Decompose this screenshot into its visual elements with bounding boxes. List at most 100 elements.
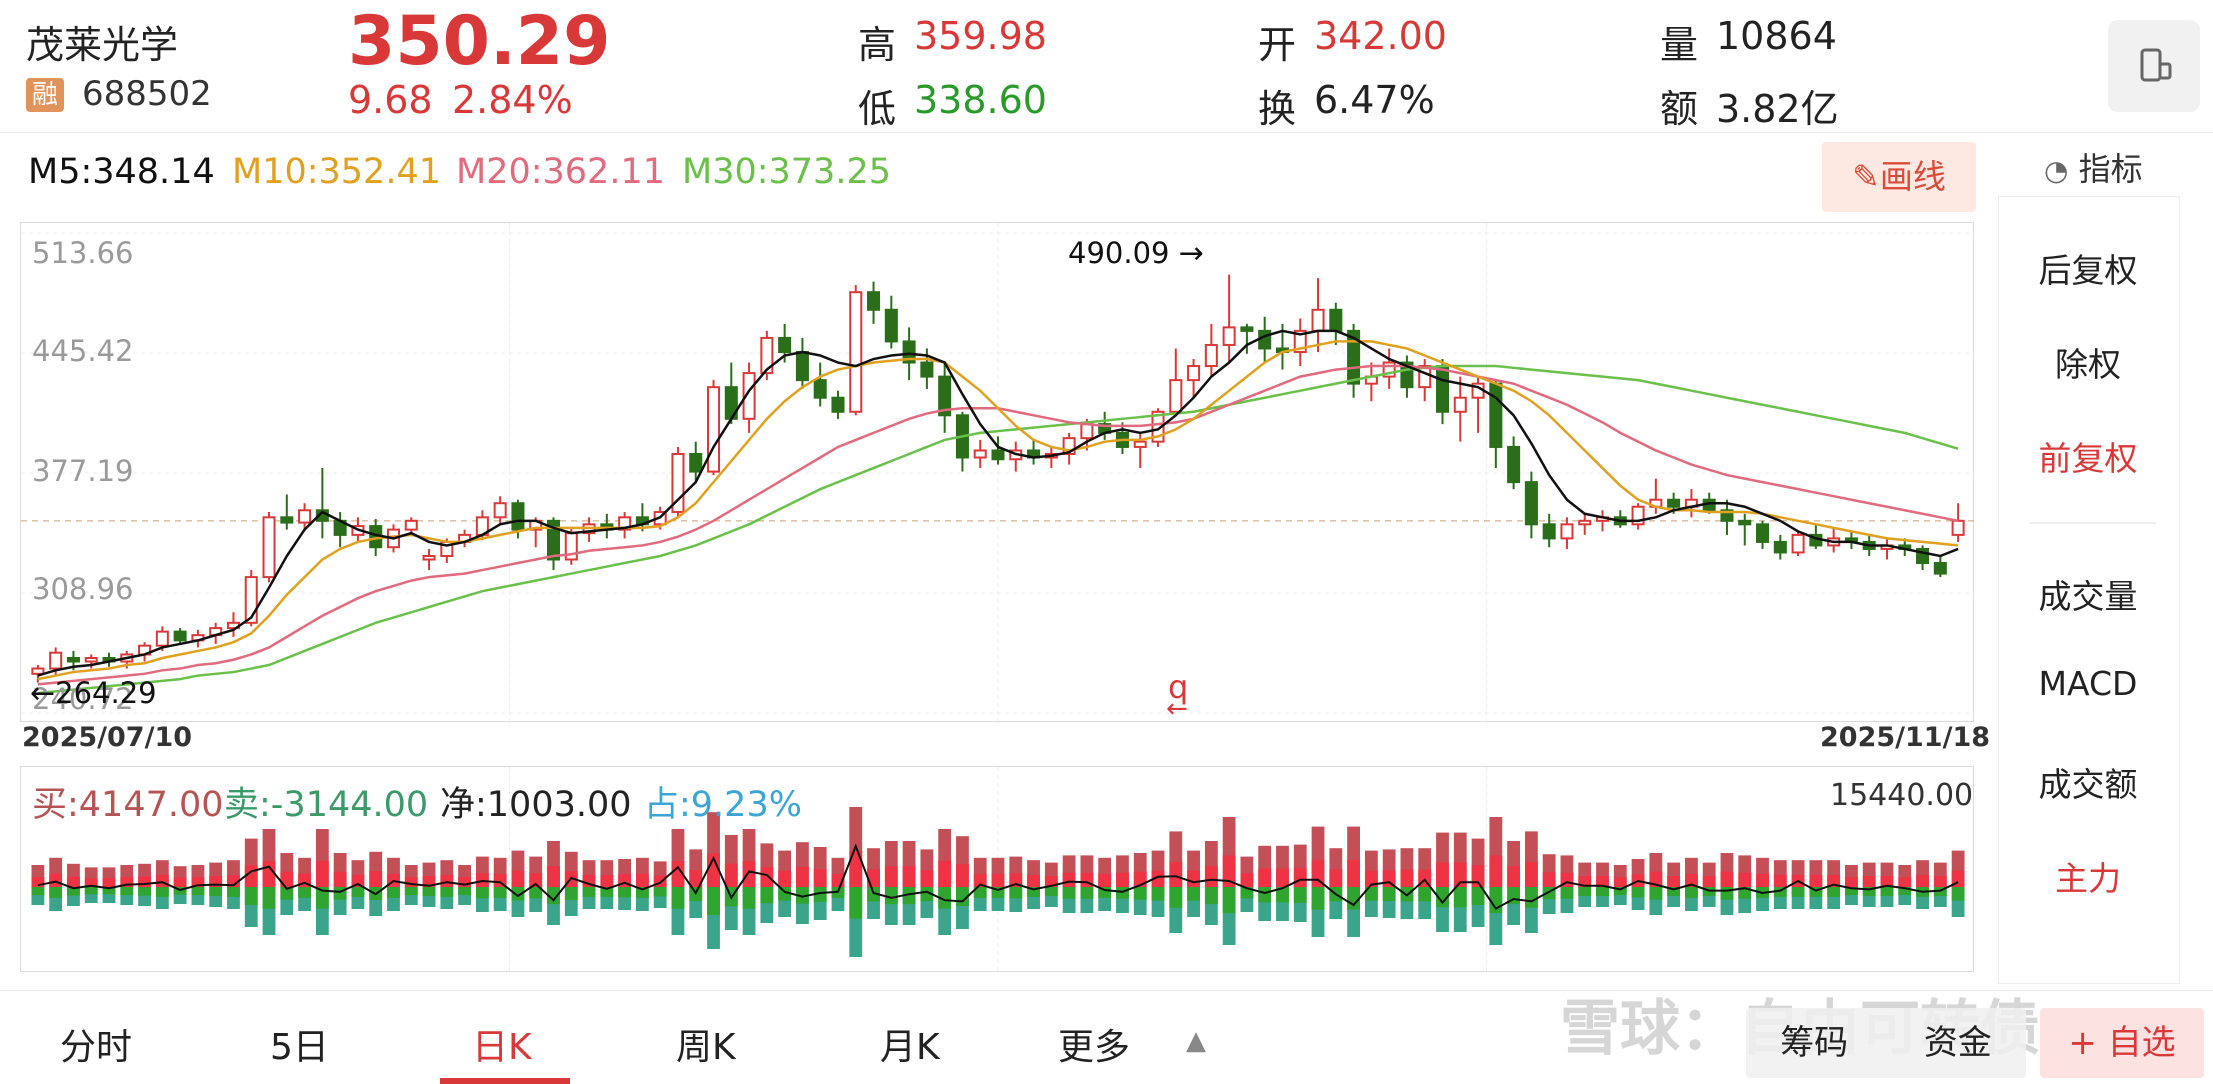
buy-bar-core [849,851,863,887]
candle-body [404,519,418,531]
sidebar-item-macd[interactable]: MACD [2038,664,2138,703]
sidebar-item-cq[interactable]: 除权 [2055,345,2121,384]
sell-bar-core [600,887,614,897]
sell-bar-core [1649,887,1663,900]
buy-bar-core [84,878,98,887]
candle-body [1489,382,1503,448]
buy-bar-core [1400,869,1414,887]
low-label: 低 [858,87,897,131]
sell-bar-core [138,887,151,896]
buy-bar-core [796,866,809,887]
candle-body [1507,445,1521,484]
flow-buy: 买:4147.00 [32,785,224,825]
candle-body [1667,498,1681,508]
price-change: 9.68 [348,78,433,122]
buy-bar-core [529,873,543,887]
sidebar-item-main-force[interactable]: 主力 [2055,859,2121,898]
sell-bar-core [1578,887,1592,896]
sell-bar-core [547,887,560,905]
sell-bar-core [1276,887,1289,903]
buy-bar-core [1204,866,1218,887]
high-value: 359.98 [914,14,1047,58]
sell-bar-core [742,887,756,909]
tab-monthly-k[interactable]: 月K [880,1027,940,1068]
candle-body [867,291,881,311]
date-end: 2025/11/18 [1820,722,1991,753]
sell-bar-core [1951,887,1965,901]
candle-body [1916,547,1930,565]
flow-net: 净:1003.00 [440,785,632,825]
sell-bar-core [1471,887,1485,905]
ma10-legend: M10:352.41 [232,152,441,192]
candle-body [813,379,827,399]
sidebar-item-qfq[interactable]: 前复权 [2038,439,2138,478]
add-watchlist-button[interactable]: + 自选 [2040,1008,2204,1078]
buy-bar-core [742,860,756,887]
candle-body [671,452,685,514]
tab-daily-k[interactable]: 日K [472,1027,532,1068]
candle-body [1400,361,1414,389]
tab-5day[interactable]: 5日 [270,1027,329,1068]
indicator-title: 指标 [2078,150,2143,188]
sell-bar-core [422,887,436,896]
indicator-header[interactable]: ◔ 指标 [2044,144,2143,190]
buy-bar-core [1880,876,1894,887]
buy-bar-core [1329,869,1343,887]
candle-body [1080,423,1094,440]
buy-bar-core [653,875,667,887]
q-marker: q [1168,668,1189,706]
buy-bar-core [102,878,116,887]
sidebar-item-hfq[interactable]: 后复权 [2038,251,2138,290]
y-tick-1: 513.66 [32,236,134,270]
buy-bar-core [1933,876,1947,887]
indicator-sidebar [1998,196,2180,984]
candle-body [1791,533,1805,554]
caret-up-icon[interactable]: ▲ [1186,1026,1206,1056]
kline-chart[interactable] [20,222,1975,723]
sell-bar-core [49,887,63,898]
sell-bar-core [67,887,80,896]
sidebar-item-amount[interactable]: 成交额 [2038,765,2138,804]
draw-line-button[interactable]: ✎画线 [1822,142,1976,212]
tab-more[interactable]: 更多 [1058,1027,1131,1068]
chips-funds-button[interactable]: 筹码 资金 [1746,1008,2026,1078]
buy-bar-core [1240,873,1254,887]
candle-body [742,372,756,420]
sell-bar-core [511,887,525,901]
sell-bar-core [102,887,116,895]
date-start: 2025/07/10 [22,722,193,753]
y-tick-4: 308.96 [32,572,134,606]
buy-bar-core [1862,876,1876,887]
ma30-legend: M30:373.25 [682,152,891,192]
buy-bar-core [973,873,987,887]
buy-bar-core [600,874,614,887]
candle-body [1631,505,1645,526]
sell-bar-core [973,887,987,898]
sell-bar-core [1809,887,1823,897]
sell-bar-core [1009,887,1023,899]
tab-intraday[interactable]: 分时 [60,1027,133,1068]
sell-bar-core [1133,887,1147,900]
buy-bar-core [262,860,276,887]
candle-body [1453,396,1467,413]
buy-bar-core [333,871,347,887]
landscape-toggle-button[interactable] [2108,20,2200,112]
candle-body [1933,562,1947,575]
candle-body [1311,308,1325,332]
candle-body [1738,519,1752,526]
sell-bar-core [920,887,934,901]
sell-bar-core [618,887,632,898]
fund-flow-chart[interactable] [20,766,1974,973]
sell-bar-core [1222,887,1236,914]
tab-weekly-k[interactable]: 周K [676,1027,736,1068]
sell-bar-core [653,887,667,897]
ma5-line [37,329,1959,677]
candle-body [49,651,63,670]
sell-bar-core [315,887,329,909]
buy-bar-core [938,860,952,887]
fund-flow-svg [31,767,1965,973]
candle-body [1773,540,1787,554]
sell-bar-core [262,887,276,909]
sidebar-item-volume[interactable]: 成交量 [2038,577,2138,616]
open-value: 342.00 [1314,14,1447,58]
